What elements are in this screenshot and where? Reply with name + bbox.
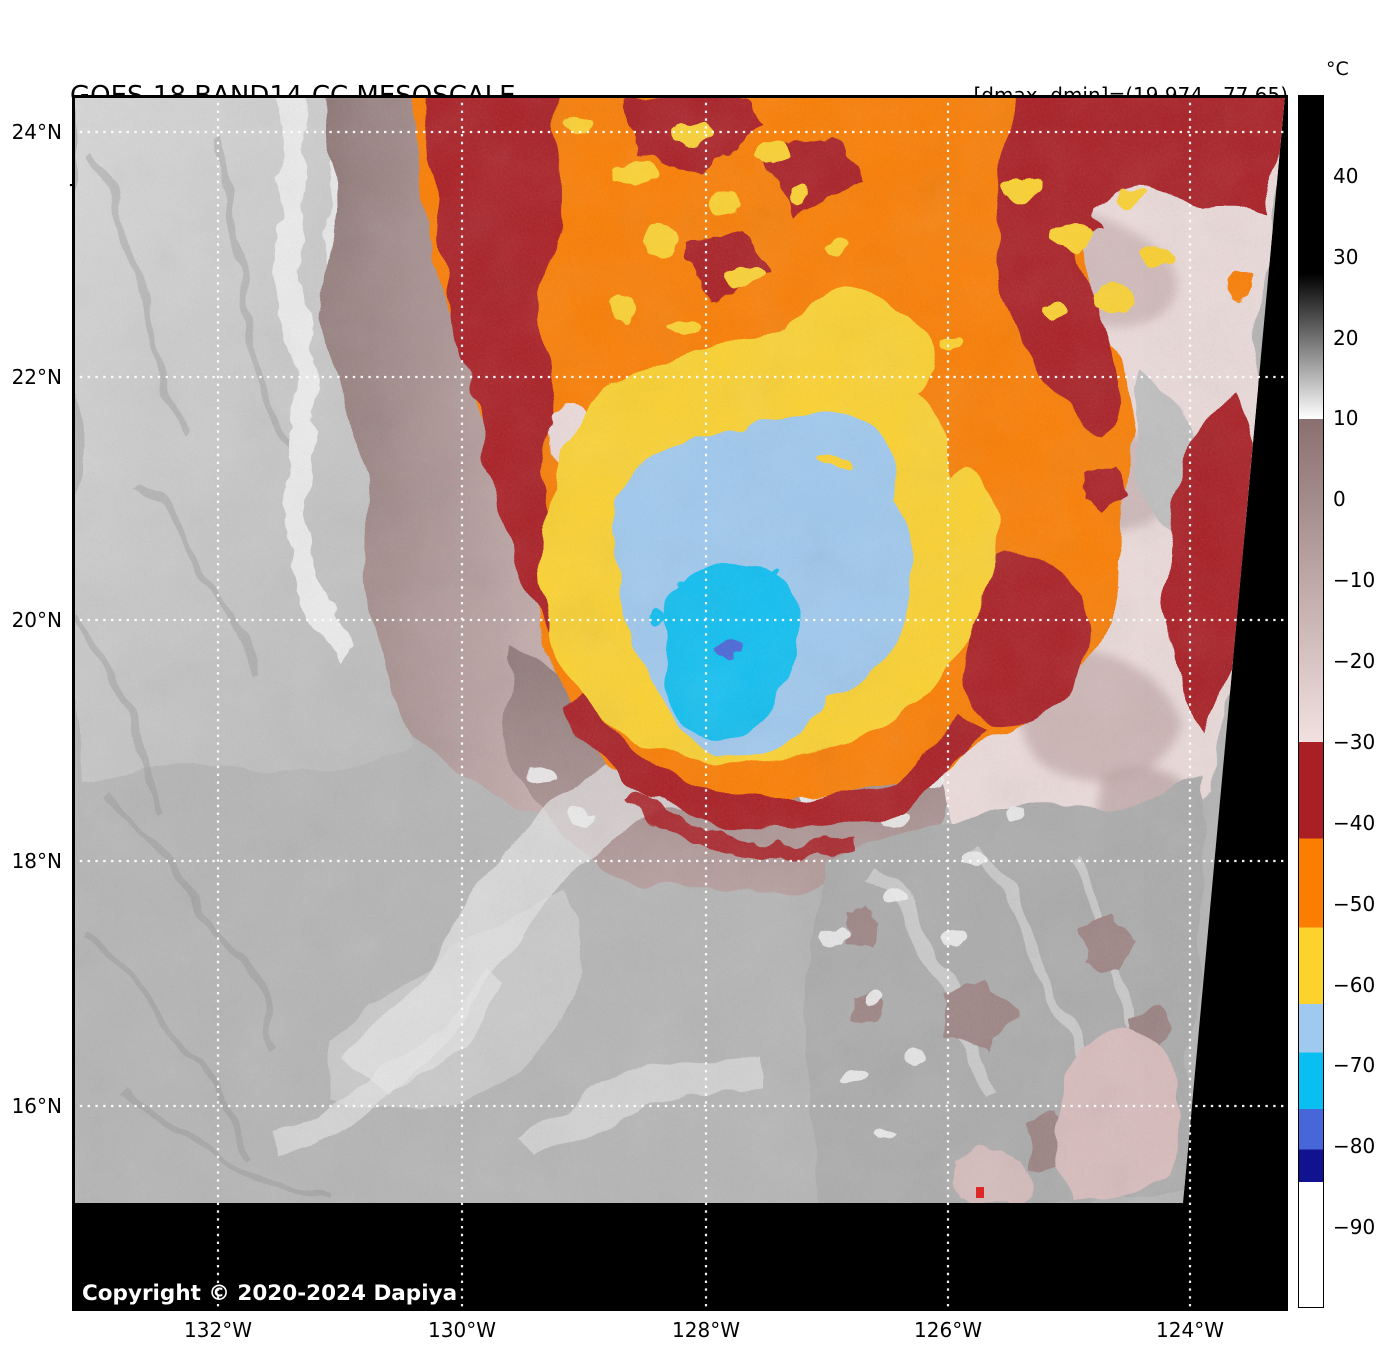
lat-axis-label: 22°N — [11, 365, 62, 389]
map-frame: Copyright © 2020-2024 Dapiya — [72, 95, 1288, 1311]
lon-axis-label: 132°W — [184, 1318, 252, 1342]
colorbar-unit-label: °C — [1326, 58, 1349, 80]
colorbar-tick-label: −30 — [1333, 729, 1376, 754]
colorbar-tick-label: 40 — [1333, 163, 1359, 188]
lat-axis-label: 16°N — [11, 1094, 62, 1118]
lat-axis-label: 20°N — [11, 608, 62, 632]
satellite-map-svg: Copyright © 2020-2024 Dapiya — [72, 95, 1288, 1311]
copyright-text: Copyright © 2020-2024 Dapiya — [82, 1281, 457, 1306]
colorbar-tick-label: −50 — [1333, 891, 1376, 916]
colorbar-tick-label: 30 — [1333, 244, 1359, 269]
lon-axis-label: 126°W — [914, 1318, 982, 1342]
colorbar-tick-label: −40 — [1333, 810, 1376, 835]
map-border — [72, 95, 1288, 1311]
colorbar-tick-label: −70 — [1333, 1053, 1376, 1078]
satellite-data-region — [72, 95, 1285, 1203]
colorbar — [1298, 95, 1324, 1308]
lon-axis-label: 130°W — [428, 1318, 496, 1342]
lon-axis-label: 128°W — [672, 1318, 740, 1342]
lon-axis-label: 124°W — [1156, 1318, 1224, 1342]
colorbar-tick-label: 20 — [1333, 325, 1359, 350]
colorbar-tick-label: 0 — [1333, 487, 1346, 512]
colorbar-tick-label: −90 — [1333, 1215, 1376, 1240]
colorbar-tick-label: −10 — [1333, 568, 1376, 593]
colorbar-tick-label: −60 — [1333, 972, 1376, 997]
lat-axis-label: 18°N — [11, 849, 62, 873]
cloud-grain-texture — [72, 95, 1285, 1203]
colorbar-tick-label: −80 — [1333, 1134, 1376, 1159]
lat-axis-label: 24°N — [11, 120, 62, 144]
colorbar-tick-label: −20 — [1333, 649, 1376, 674]
colorbar-tick-label: 10 — [1333, 406, 1359, 431]
